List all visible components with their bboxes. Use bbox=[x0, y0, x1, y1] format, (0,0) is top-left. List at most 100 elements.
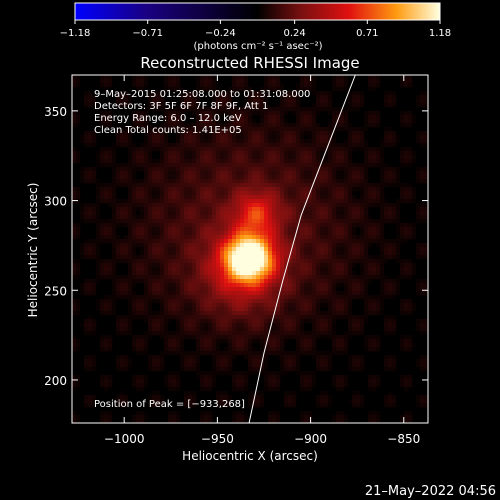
heatmap-cell bbox=[228, 151, 233, 156]
heatmap-cell bbox=[268, 143, 273, 148]
heatmap-cell bbox=[336, 251, 341, 256]
heatmap-cell bbox=[256, 111, 261, 116]
heatmap-cell bbox=[112, 271, 117, 276]
heatmap-cell bbox=[128, 103, 133, 108]
heatmap-cell bbox=[320, 155, 325, 160]
heatmap-cell bbox=[192, 243, 197, 248]
heatmap-cell bbox=[276, 83, 281, 88]
heatmap-cell bbox=[192, 315, 197, 320]
heatmap-cell bbox=[304, 231, 309, 236]
heatmap-cell bbox=[152, 395, 157, 400]
heatmap-cell bbox=[356, 199, 361, 204]
heatmap-cell bbox=[352, 367, 357, 372]
heatmap-cell bbox=[304, 215, 309, 220]
heatmap-cell bbox=[260, 243, 265, 248]
heatmap-cell bbox=[224, 211, 229, 216]
heatmap-cell bbox=[236, 127, 241, 132]
heatmap-cell bbox=[192, 355, 197, 360]
heatmap-cell bbox=[336, 175, 341, 180]
heatmap-cell bbox=[224, 159, 229, 164]
heatmap-cell bbox=[148, 275, 153, 280]
heatmap-cell bbox=[180, 95, 185, 100]
heatmap-cell bbox=[284, 331, 289, 336]
heatmap-cell bbox=[144, 167, 149, 172]
heatmap-cell bbox=[328, 91, 333, 96]
heatmap-cell bbox=[204, 379, 209, 384]
heatmap-cell bbox=[324, 95, 329, 100]
heatmap-cell bbox=[332, 323, 337, 328]
heatmap-cell bbox=[276, 163, 281, 168]
heatmap-cell bbox=[128, 283, 133, 288]
heatmap-cell bbox=[164, 223, 169, 228]
heatmap-cell bbox=[216, 299, 221, 304]
heatmap-cell bbox=[232, 83, 237, 88]
heatmap-cell bbox=[284, 183, 289, 188]
heatmap-cell bbox=[292, 335, 297, 340]
heatmap-cell bbox=[272, 291, 277, 296]
heatmap-cell bbox=[228, 327, 233, 332]
heatmap-cell bbox=[172, 271, 177, 276]
heatmap-cell bbox=[192, 135, 197, 140]
heatmap-cell bbox=[120, 275, 125, 280]
heatmap-cell bbox=[212, 363, 217, 368]
heatmap-cell bbox=[84, 323, 89, 328]
heatmap-cell bbox=[80, 247, 85, 252]
heatmap-cell bbox=[260, 327, 265, 332]
heatmap-cell bbox=[232, 139, 237, 144]
heatmap-cell bbox=[336, 415, 341, 420]
heatmap-cell bbox=[276, 91, 281, 96]
heatmap-cell bbox=[124, 259, 129, 264]
heatmap-cell bbox=[256, 259, 261, 264]
heatmap-cell bbox=[184, 351, 189, 356]
heatmap-cell bbox=[320, 323, 325, 328]
heatmap-cell bbox=[268, 159, 273, 164]
heatmap-cell bbox=[256, 355, 261, 360]
heatmap-cell bbox=[108, 115, 113, 120]
heatmap-cell bbox=[364, 175, 369, 180]
heatmap-cell bbox=[340, 147, 345, 152]
heatmap-cell bbox=[208, 283, 213, 288]
heatmap-cell bbox=[156, 295, 161, 300]
heatmap-cell bbox=[244, 183, 249, 188]
heatmap-cell bbox=[124, 235, 129, 240]
heatmap-cell bbox=[280, 91, 285, 96]
heatmap-cell bbox=[288, 403, 293, 408]
heatmap-cell bbox=[344, 331, 349, 336]
heatmap-cell bbox=[140, 383, 145, 388]
heatmap-cell bbox=[380, 275, 385, 280]
heatmap-cell bbox=[292, 259, 297, 264]
heatmap-cell bbox=[100, 383, 105, 388]
heatmap-cell bbox=[212, 195, 217, 200]
heatmap-cell bbox=[200, 167, 205, 172]
heatmap-cell bbox=[348, 267, 353, 272]
heatmap-cell bbox=[348, 247, 353, 252]
heatmap-cell bbox=[76, 379, 81, 384]
heatmap-cell bbox=[276, 215, 281, 220]
heatmap-cell bbox=[216, 227, 221, 232]
heatmap-cell bbox=[272, 87, 277, 92]
heatmap-cell bbox=[172, 387, 177, 392]
heatmap-cell bbox=[264, 279, 269, 284]
heatmap-cell bbox=[284, 147, 289, 152]
heatmap-cell bbox=[328, 175, 333, 180]
heatmap-cell bbox=[176, 143, 181, 148]
heatmap-cell bbox=[276, 119, 281, 124]
heatmap-cell bbox=[176, 107, 181, 112]
heatmap-cell bbox=[204, 203, 209, 208]
heatmap-cell bbox=[152, 207, 157, 212]
heatmap-cell bbox=[152, 95, 157, 100]
heatmap-cell bbox=[216, 319, 221, 324]
heatmap-cell bbox=[284, 255, 289, 260]
heatmap-cell bbox=[200, 371, 205, 376]
heatmap-cell bbox=[168, 411, 173, 416]
heatmap-cell bbox=[184, 395, 189, 400]
heatmap-cell bbox=[128, 259, 133, 264]
heatmap-cell bbox=[340, 235, 345, 240]
heatmap-cell bbox=[240, 115, 245, 120]
heatmap-cell bbox=[76, 227, 81, 232]
heatmap-cell bbox=[376, 343, 381, 348]
heatmap-cell bbox=[264, 183, 269, 188]
heatmap-cell bbox=[376, 111, 381, 116]
heatmap-cell bbox=[72, 231, 77, 236]
heatmap-cell bbox=[292, 159, 297, 164]
